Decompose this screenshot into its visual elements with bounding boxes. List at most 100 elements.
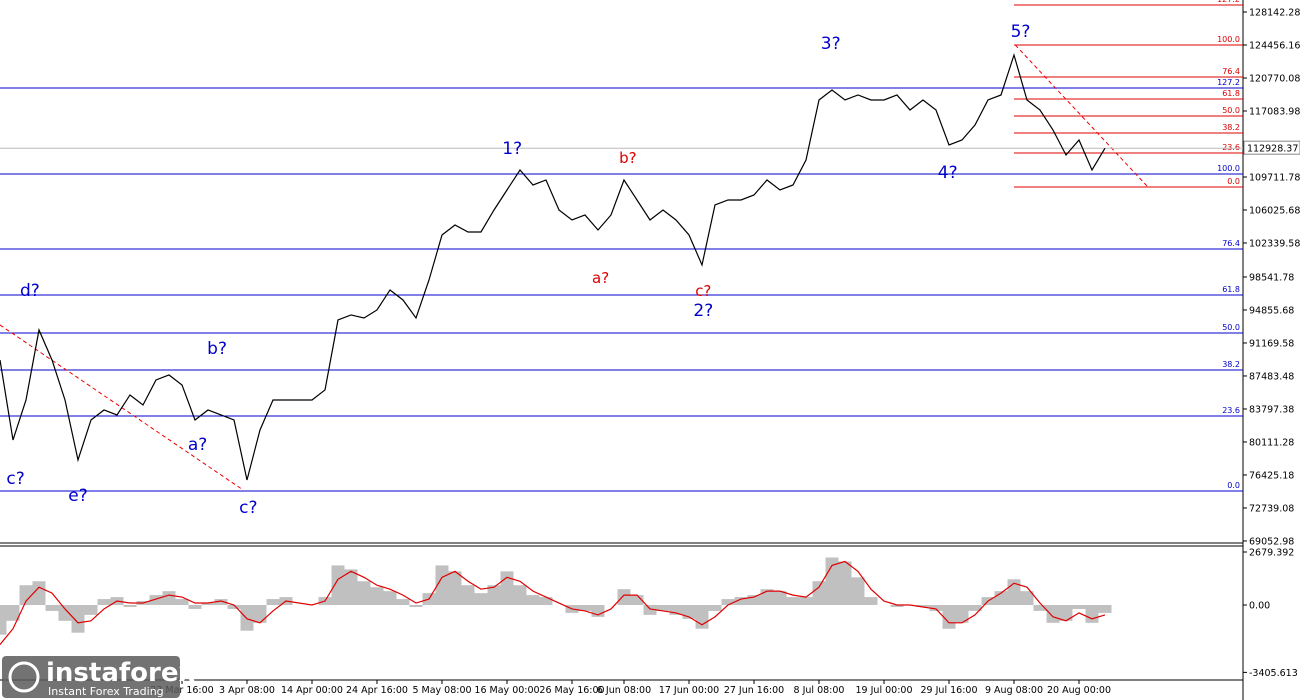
histogram-bar — [799, 597, 813, 605]
histogram-bar — [929, 604, 943, 611]
histogram-bar — [526, 595, 540, 605]
histogram-bar — [1033, 604, 1047, 611]
histogram-bar — [864, 597, 878, 605]
histogram-bar — [32, 581, 46, 605]
histogram-bar — [513, 585, 527, 605]
histogram-bar — [942, 604, 956, 629]
wave-label: d? — [20, 281, 40, 301]
y-tick-label: 76425.18 — [1249, 470, 1294, 481]
histogram-bar — [539, 597, 553, 605]
x-tick-label: 9 Aug 08:00 — [985, 685, 1043, 696]
histogram-bar — [747, 595, 761, 605]
logo-box — [2, 656, 180, 698]
histogram-bar — [370, 587, 384, 605]
histogram-bar — [630, 595, 644, 605]
histogram-bar — [1046, 604, 1060, 623]
histogram-bar — [227, 604, 241, 609]
histogram-bar — [851, 577, 865, 605]
fib-label: 0.0 — [1227, 177, 1240, 186]
logo-text: instaforex — [46, 658, 196, 688]
histogram-bar — [786, 597, 800, 605]
y-tick-label: 109711.78 — [1249, 172, 1300, 183]
histogram-bar — [708, 604, 722, 611]
wave-label: a? — [188, 435, 207, 455]
histogram-bar — [591, 604, 605, 617]
x-tick-label: 29 Jul 16:00 — [921, 685, 978, 696]
wave-label: c? — [6, 469, 24, 489]
histogram-bar — [214, 599, 228, 605]
logo-tagline: Instant Forex Trading — [48, 685, 164, 698]
y-tick-label: 87483.48 — [1249, 371, 1294, 382]
fib-label: 100.0 — [1217, 164, 1240, 173]
histogram-bar — [500, 571, 514, 605]
wave-label: 5? — [1011, 22, 1031, 42]
histogram-bar — [253, 604, 267, 623]
histogram-bar — [487, 585, 501, 605]
fib-label: 127.2 — [1217, 78, 1240, 87]
fib-label: 61.8 — [1222, 89, 1240, 98]
trend-line — [1014, 44, 1149, 188]
price-line — [0, 52, 1106, 481]
fib-label: 38.2 — [1222, 360, 1240, 369]
histogram-bar — [201, 603, 215, 605]
fib-label: 76.4 — [1222, 67, 1240, 76]
x-tick-label: 24 Apr 16:00 — [346, 685, 408, 696]
fib-label: 127.2 — [1217, 0, 1240, 4]
wave-label: b? — [619, 149, 636, 167]
histogram-bar — [474, 593, 488, 605]
x-tick-label: 27 Jun 16:00 — [724, 685, 784, 696]
histogram-bar — [578, 604, 592, 611]
x-tick-label: 17 Jun 00:00 — [659, 685, 719, 696]
histogram-bar — [721, 599, 735, 605]
logo-icon — [8, 661, 40, 693]
histogram-bar — [162, 591, 176, 605]
histogram-bar — [45, 604, 59, 611]
wave-label: c? — [239, 498, 257, 518]
y-tick-label: 124456.16 — [1249, 40, 1300, 51]
histogram-bar — [409, 604, 423, 607]
histogram-bar — [656, 604, 670, 611]
y-tick-label: 72739.08 — [1249, 503, 1294, 514]
histogram-bar — [825, 557, 839, 605]
fib-label: 61.8 — [1222, 285, 1240, 294]
x-tick-label: 3 Apr 08:00 — [219, 685, 275, 696]
fib-label: 23.6 — [1222, 406, 1240, 415]
last-price-box — [1243, 140, 1300, 155]
x-tick-label: 6 Jun 08:00 — [597, 685, 651, 696]
histogram-bar — [396, 599, 410, 605]
wave-label: 4? — [938, 163, 958, 183]
y-tick-label: -3405.613 — [1249, 668, 1298, 679]
histogram-bar — [734, 597, 748, 605]
x-tick-label: 5 May 08:00 — [412, 685, 471, 696]
histogram-bar — [773, 591, 787, 605]
histogram-bar — [188, 604, 202, 609]
y-tick-label: 128142.28 — [1249, 7, 1300, 18]
wave-label: a? — [592, 269, 609, 287]
histogram-bar — [838, 561, 852, 605]
y-tick-label: 117083.98 — [1249, 106, 1300, 117]
histogram-bar — [97, 599, 111, 605]
histogram-bar — [461, 585, 475, 605]
histogram-bar — [123, 604, 137, 607]
y-tick-label: 106025.68 — [1249, 205, 1300, 216]
wave-label: e? — [68, 486, 87, 506]
last-price-label: 112928.37 — [1247, 144, 1298, 155]
fib-label: 0.0 — [1227, 481, 1240, 490]
x-tick-label: 20 Aug 00:00 — [1047, 685, 1111, 696]
x-tick-label: 14 Apr 00:00 — [281, 685, 343, 696]
histogram-bar — [669, 604, 683, 615]
histogram-bar — [890, 604, 904, 607]
wave-label: 2? — [693, 301, 713, 321]
histogram-bar — [1059, 604, 1073, 621]
y-tick-label: 98541.78 — [1249, 272, 1294, 283]
histogram-bar — [6, 604, 20, 621]
histogram-bar — [383, 591, 397, 605]
histogram-bar — [1072, 604, 1086, 609]
histogram-bar — [617, 589, 631, 605]
fib-label: 50.0 — [1222, 323, 1240, 332]
y-tick-label: 69052.98 — [1249, 536, 1294, 547]
fib-label: 50.0 — [1222, 106, 1240, 115]
wave-label: c? — [695, 282, 711, 300]
wave-label: 3? — [821, 34, 841, 54]
